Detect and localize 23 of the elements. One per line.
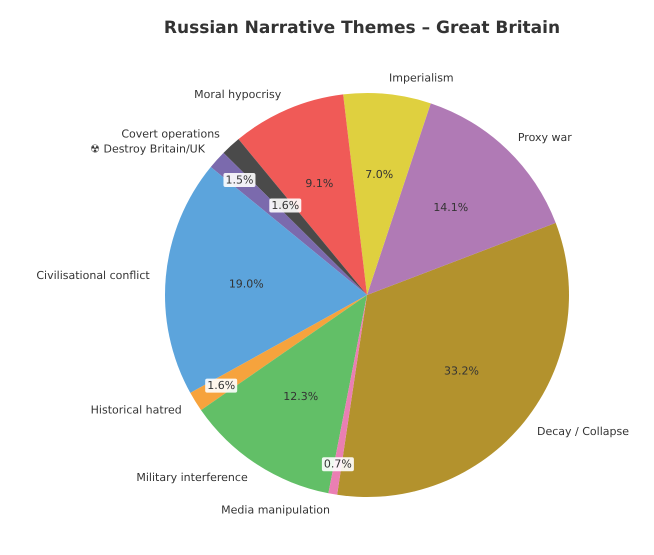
slice-label: Civilisational conflict bbox=[36, 268, 150, 282]
pie-slice bbox=[343, 93, 431, 295]
data-label: 33.2% bbox=[444, 364, 479, 378]
slice-label: ☢ Destroy Britain/UK bbox=[90, 142, 206, 156]
data-label: 1.6% bbox=[207, 379, 236, 392]
data-label: 7.0% bbox=[365, 168, 394, 181]
slice-label: Military interference bbox=[136, 471, 248, 484]
slice-label: Media manipulation bbox=[221, 504, 330, 517]
slice-label: Historical hatred bbox=[90, 404, 182, 417]
data-label: 19.0% bbox=[228, 278, 264, 291]
slice-label: Imperialism bbox=[389, 71, 454, 84]
slice-label: Decay / Collapse bbox=[537, 425, 630, 438]
pie-slice bbox=[165, 166, 367, 393]
chart-title: Russian Narrative Themes – Great Britain bbox=[162, 16, 562, 40]
data-label: 1.6% bbox=[271, 198, 300, 212]
data-label: 12.3% bbox=[283, 390, 318, 403]
slice-label: Covert operations bbox=[121, 127, 220, 140]
data-label: 1.5% bbox=[226, 174, 254, 187]
slice-label: Proxy war bbox=[518, 130, 572, 144]
data-label: 0.7% bbox=[324, 458, 352, 471]
slice-label: Moral hypocrisy bbox=[194, 88, 282, 101]
data-label: 9.1% bbox=[305, 177, 334, 190]
data-label: 14.1% bbox=[433, 200, 468, 214]
